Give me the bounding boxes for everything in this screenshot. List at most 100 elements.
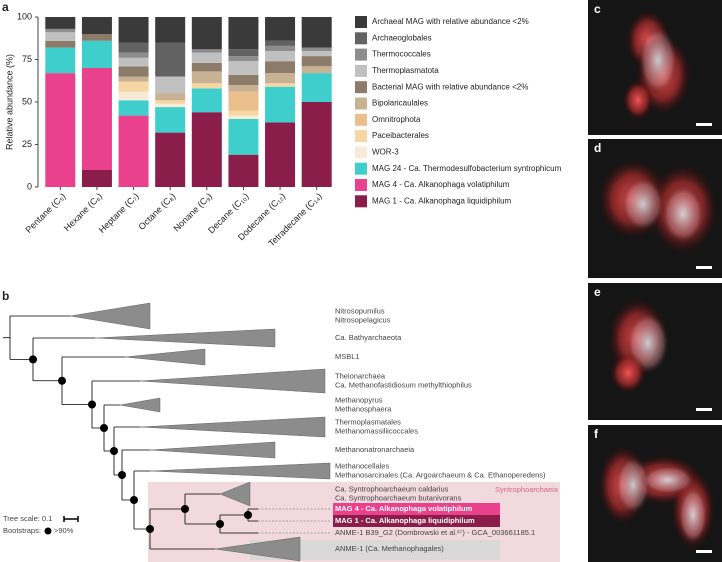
bar-segment (301, 73, 332, 102)
bar-segment (191, 83, 222, 89)
clade-triangle (219, 481, 251, 507)
clade-label: ANME-1 B39_G2 (Dombrowski et al.²⁷) - GC… (335, 528, 535, 537)
clade-triangle (139, 416, 326, 438)
legend-label: MAG 24 - Ca. Thermodesulfobacterium synt… (372, 164, 562, 173)
panel-label: a (2, 0, 9, 14)
bar-segment (265, 45, 296, 51)
clade-label: MAG 4 - Ca. Alkanophaga volatiphilum (335, 504, 473, 513)
clade-label: Thermoplasmatales (335, 417, 401, 426)
panel-label: d (594, 141, 601, 155)
clade-label: Ca. Syntrophoarchaeum butanivorans (335, 493, 462, 502)
clade-label: MSBL1 (335, 352, 360, 361)
clade-label: Nitrosopumilus (335, 306, 385, 315)
cell-aggregate (610, 353, 646, 393)
bar-segment (191, 71, 222, 84)
bar-segment (155, 42, 186, 77)
legend-label: Thermococcales (372, 50, 431, 59)
bar-segment (45, 17, 76, 29)
clade-label: ANME-1 (Ca. Methanophagales) (335, 544, 444, 553)
bar-segment (155, 132, 186, 187)
bar-segment (228, 91, 259, 111)
legend-label: Bacterial MAG with relative abundance <2… (372, 82, 528, 91)
bar-segment (301, 56, 332, 67)
legend-swatch (355, 113, 367, 126)
clade-highlight (250, 540, 500, 560)
bar-segment (301, 66, 332, 74)
legend-label: Thermoplasmatota (372, 66, 439, 75)
legend-swatch (355, 97, 367, 110)
legend-label: MAG 1 - Ca. Alkanophaga liquidiphilum (372, 196, 512, 205)
bar-segment (228, 154, 259, 187)
cell-aggregate (661, 184, 705, 244)
bar-segment (45, 40, 76, 48)
y-axis-title: Relative abundance (%) (4, 54, 14, 150)
bar-segment (45, 47, 76, 74)
panel-label: b (2, 289, 9, 303)
clade-label: Methanosarcinales (Ca. Argoarchaeum & Ca… (335, 470, 546, 479)
clade-triangle (119, 397, 161, 413)
scale-bar (63, 516, 79, 522)
bar-segment (265, 86, 296, 123)
bar-segment (228, 115, 259, 119)
bar-segment (155, 100, 186, 104)
panel-label: f (594, 427, 599, 441)
bar-segment (301, 51, 332, 57)
scale-bar (696, 550, 712, 553)
group-label: Syntrophoarchaeia (495, 485, 559, 494)
bar-segment (228, 17, 259, 50)
legend-label: Archaeoglobales (372, 33, 432, 42)
bar-segment (45, 28, 76, 33)
clade-label: Ca. Bathyarchaeota (335, 333, 402, 342)
bar-segment (118, 66, 149, 77)
bar-segment (228, 61, 259, 75)
bar-segment (118, 115, 149, 187)
clade-highlight (333, 503, 500, 515)
clade-label: Theionarchaea (335, 371, 386, 380)
clade-triangle (214, 536, 301, 562)
clade-label: Methanosphaera (335, 404, 392, 413)
clade-triangle (139, 368, 326, 394)
bar-segment (191, 17, 222, 50)
legend-label: Archaeal MAG with relative abundance <2% (372, 17, 529, 26)
y-tick-label: 100 (17, 11, 32, 21)
bar-segment (265, 61, 296, 74)
legend-swatch (355, 195, 367, 208)
bar-segment (81, 34, 112, 41)
bar-segment (228, 85, 259, 92)
bootstrap-threshold: >90% (54, 526, 74, 535)
clade-label: Methanopyrus (335, 395, 383, 404)
clade-highlight (333, 515, 500, 527)
clade-label: Methanomassiliicoccales (335, 426, 418, 435)
legend-label: WOR-3 (372, 148, 399, 157)
bar-segment (265, 17, 296, 41)
clade-label: Ca. Methanofastidiosum methylthiophilus (335, 380, 472, 389)
bar-segment (118, 17, 149, 43)
clade-label: MAG 1 - Ca. Alkanophaga liquidiphilum (335, 516, 475, 525)
panel-label: e (594, 285, 601, 299)
bar-segment (191, 62, 222, 72)
bar-segment (155, 17, 186, 43)
bar-segment (301, 17, 332, 48)
bootstrap-dot (44, 527, 52, 535)
bar-segment (228, 74, 259, 85)
bar-segment (118, 91, 149, 101)
clade-triangle (69, 302, 151, 330)
bar-segment (265, 122, 296, 187)
bar-segment (265, 73, 296, 84)
bar-segment (155, 103, 186, 108)
bar-segment (228, 119, 259, 155)
bar-segment (81, 68, 112, 170)
bar-segment (118, 52, 149, 58)
legend-label: Paceibacterales (372, 131, 429, 140)
cell-aggregate (678, 485, 708, 545)
scale-bar (696, 123, 712, 126)
bar-segment (45, 73, 76, 187)
bar-segment (265, 40, 296, 46)
bar-segment (301, 102, 332, 187)
bar-segment (155, 76, 186, 94)
bar-segment (118, 42, 149, 53)
x-tick-label: Pentane (C₅) (23, 191, 67, 235)
legend-swatch (355, 48, 367, 61)
scale-bar (696, 408, 712, 411)
